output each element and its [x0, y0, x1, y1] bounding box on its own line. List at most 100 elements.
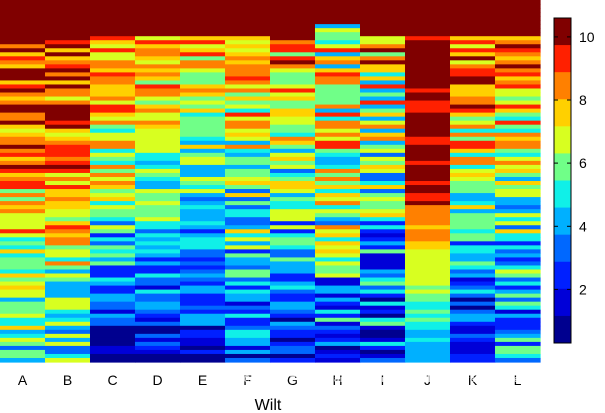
heatmap-cell [90, 181, 136, 186]
heatmap-cell [360, 269, 406, 275]
heatmap-cell [180, 293, 226, 299]
heatmap-cell [135, 120, 181, 126]
heatmap-cell [180, 221, 226, 226]
heatmap-cell [360, 172, 406, 178]
heatmap-cell [0, 72, 46, 78]
heatmap-cell [495, 209, 541, 214]
heatmap-cell [225, 233, 271, 238]
heatmap-cell [360, 92, 406, 98]
heatmap-cell [0, 40, 46, 45]
heatmap-cell [360, 225, 406, 230]
heatmap-cell [90, 64, 136, 69]
heatmap-cell [495, 289, 541, 295]
heatmap-cell [315, 132, 361, 138]
heatmap-cell [0, 245, 46, 250]
heatmap-cell [315, 60, 361, 65]
heatmap-cell [90, 72, 136, 78]
heatmap-cell [225, 229, 271, 234]
heatmap-cell [360, 349, 406, 355]
heatmap-cell [315, 124, 361, 130]
heatmap-cell [315, 64, 361, 69]
heatmap-cell [45, 253, 91, 259]
heatmap-cell [405, 68, 451, 73]
heatmap-cell [405, 64, 451, 69]
heatmap-cell [0, 345, 46, 351]
heatmap-cell [360, 76, 406, 82]
heatmap-cell [225, 52, 271, 57]
heatmap-cell [225, 32, 271, 37]
heatmap-cell [45, 217, 91, 222]
heatmap-cell [180, 237, 226, 242]
heatmap-cell [360, 325, 406, 331]
heatmap-cell [360, 100, 406, 106]
heatmap-cell [0, 148, 46, 154]
heatmap-cell [135, 285, 181, 291]
heatmap-cell [0, 225, 46, 230]
heatmap-cell [0, 313, 46, 319]
heatmap-cell [270, 0, 316, 5]
heatmap-cell [405, 349, 451, 355]
heatmap-cell [315, 88, 361, 94]
heatmap-cell [315, 261, 361, 267]
heatmap-cell [90, 164, 136, 170]
heatmap-cell [495, 337, 541, 343]
heatmap-cell [90, 265, 136, 271]
heatmap-cell [135, 48, 181, 53]
heatmap-cell [45, 108, 91, 114]
heatmap-cell [270, 128, 316, 134]
heatmap-cell [270, 301, 316, 307]
heatmap-cell [360, 8, 406, 13]
heatmap-cell [315, 148, 361, 154]
heatmap-cell [405, 245, 451, 250]
heatmap-cell [180, 160, 226, 166]
heatmap-cell [225, 345, 271, 351]
heatmap-cell [90, 229, 136, 234]
heatmap-cell [135, 333, 181, 339]
heatmap-cell [225, 273, 271, 279]
heatmap-cell [45, 229, 91, 234]
heatmap-cell [45, 152, 91, 158]
heatmap-cell [45, 209, 91, 214]
heatmap-cell [450, 225, 496, 230]
heatmap-cell [135, 309, 181, 315]
heatmap-cell [315, 104, 361, 110]
heatmap-cell [495, 349, 541, 355]
heatmap-cell [0, 309, 46, 315]
heatmap-cell [0, 136, 46, 142]
heatmap-cell [495, 333, 541, 339]
heatmap-cell [0, 152, 46, 158]
heatmap-cell [45, 148, 91, 154]
heatmap-cell [135, 112, 181, 118]
heatmap-cell [450, 341, 496, 347]
heatmap-cell [405, 317, 451, 323]
heatmap-cell [450, 297, 496, 303]
heatmap-cell [0, 16, 46, 21]
heatmap-cell [90, 172, 136, 178]
heatmap-cell [225, 72, 271, 78]
colorbar-tick-labels: 2 4 6 8 10 [554, 29, 595, 297]
heatmap-cell [270, 156, 316, 162]
heatmap-cell [405, 345, 451, 351]
heatmap-cell [270, 28, 316, 33]
heatmap-cell [225, 132, 271, 138]
heatmap-cell [315, 337, 361, 343]
heatmap-cell [45, 189, 91, 194]
heatmap-cell [360, 64, 406, 69]
heatmap-cell [90, 349, 136, 355]
heatmap-cell [180, 241, 226, 246]
heatmap-cell [45, 333, 91, 339]
heatmap-cell [135, 305, 181, 311]
heatmap-cell [360, 176, 406, 182]
heatmap-cell [495, 277, 541, 283]
heatmap-cell [90, 357, 136, 363]
heatmap-cell [315, 277, 361, 283]
heatmap-cell [270, 293, 316, 299]
heatmap-cell [180, 273, 226, 279]
heatmap-cell [270, 36, 316, 41]
heatmap-cell [180, 128, 226, 134]
heatmap-cell [135, 24, 181, 29]
heatmap-cell [450, 144, 496, 150]
heatmap-cell [405, 301, 451, 307]
heatmap-cell [360, 60, 406, 65]
heatmap-cell [450, 261, 496, 267]
